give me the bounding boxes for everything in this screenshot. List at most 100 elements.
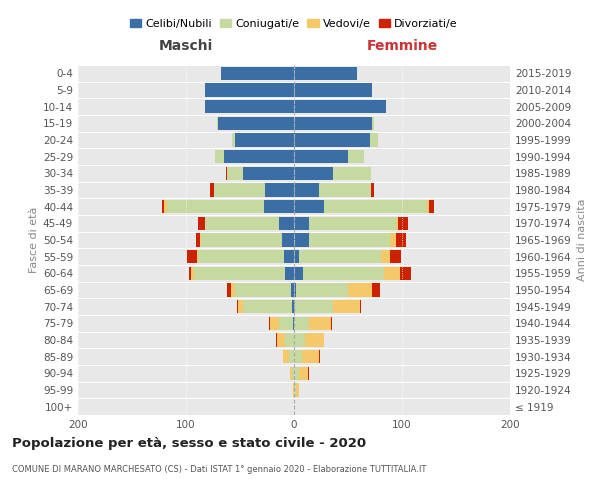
Bar bbox=[289, 350, 294, 364]
Bar bbox=[302, 266, 383, 280]
Bar bbox=[331, 316, 332, 330]
Bar bbox=[221, 66, 294, 80]
Bar bbox=[395, 234, 406, 246]
Bar bbox=[200, 234, 201, 246]
Bar bbox=[283, 350, 289, 364]
Bar bbox=[224, 150, 294, 164]
Bar bbox=[197, 250, 198, 264]
Bar bbox=[333, 300, 360, 314]
Bar bbox=[286, 266, 294, 280]
Bar bbox=[205, 84, 294, 96]
Text: Maschi: Maschi bbox=[159, 40, 213, 54]
Bar bbox=[279, 316, 293, 330]
Bar bbox=[319, 350, 320, 364]
Bar bbox=[294, 100, 386, 114]
Bar bbox=[270, 316, 279, 330]
Bar bbox=[294, 350, 302, 364]
Bar bbox=[238, 300, 243, 314]
Bar bbox=[210, 184, 214, 196]
Bar bbox=[333, 166, 371, 180]
Bar bbox=[227, 166, 243, 180]
Bar bbox=[294, 316, 309, 330]
Bar bbox=[243, 166, 294, 180]
Bar bbox=[299, 250, 382, 264]
Bar bbox=[189, 266, 191, 280]
Bar bbox=[294, 84, 372, 96]
Bar bbox=[400, 266, 410, 280]
Bar bbox=[162, 200, 164, 213]
Bar bbox=[198, 216, 205, 230]
Bar bbox=[284, 250, 294, 264]
Bar bbox=[294, 66, 356, 80]
Bar bbox=[196, 234, 200, 246]
Bar bbox=[279, 216, 294, 230]
Bar bbox=[264, 200, 294, 213]
Bar bbox=[293, 316, 294, 330]
Bar bbox=[282, 234, 294, 246]
Bar bbox=[293, 384, 294, 396]
Text: COMUNE DI MARANO MARCHESATO (CS) - Dati ISTAT 1° gennaio 2020 - Elaborazione TUT: COMUNE DI MARANO MARCHESATO (CS) - Dati … bbox=[12, 466, 427, 474]
Bar bbox=[235, 284, 291, 296]
Bar bbox=[302, 350, 319, 364]
Bar bbox=[277, 334, 286, 346]
Text: Femmine: Femmine bbox=[367, 40, 437, 54]
Bar bbox=[232, 134, 235, 146]
Bar bbox=[191, 266, 194, 280]
Bar bbox=[294, 116, 372, 130]
Bar bbox=[294, 184, 319, 196]
Bar bbox=[390, 234, 395, 246]
Bar bbox=[390, 250, 401, 264]
Bar bbox=[360, 300, 361, 314]
Bar bbox=[429, 200, 434, 213]
Bar bbox=[290, 366, 292, 380]
Bar bbox=[296, 284, 348, 296]
Bar bbox=[382, 250, 390, 264]
Bar bbox=[217, 116, 218, 130]
Bar bbox=[205, 216, 279, 230]
Bar bbox=[309, 234, 390, 246]
Bar bbox=[395, 216, 398, 230]
Bar bbox=[227, 284, 232, 296]
Bar bbox=[294, 216, 309, 230]
Bar bbox=[294, 150, 348, 164]
Bar bbox=[215, 150, 224, 164]
Bar bbox=[427, 200, 429, 213]
Bar bbox=[294, 284, 296, 296]
Legend: Celibi/Nubili, Coniugati/e, Vedovi/e, Divorziati/e: Celibi/Nubili, Coniugati/e, Vedovi/e, Di… bbox=[126, 14, 462, 34]
Bar bbox=[275, 334, 277, 346]
Bar bbox=[294, 300, 295, 314]
Bar bbox=[214, 184, 265, 196]
Bar bbox=[164, 200, 167, 213]
Bar bbox=[232, 284, 235, 296]
Bar bbox=[167, 200, 264, 213]
Bar bbox=[198, 250, 284, 264]
Bar bbox=[194, 266, 286, 280]
Bar bbox=[370, 134, 378, 146]
Bar bbox=[265, 184, 294, 196]
Bar bbox=[294, 366, 299, 380]
Bar bbox=[187, 250, 197, 264]
Bar bbox=[201, 234, 282, 246]
Bar bbox=[292, 366, 294, 380]
Bar bbox=[294, 266, 302, 280]
Bar bbox=[305, 334, 324, 346]
Bar bbox=[294, 250, 299, 264]
Bar bbox=[372, 284, 380, 296]
Bar bbox=[398, 216, 409, 230]
Bar bbox=[235, 134, 294, 146]
Text: Popolazione per età, sesso e stato civile - 2020: Popolazione per età, sesso e stato civil… bbox=[12, 438, 366, 450]
Bar bbox=[243, 300, 292, 314]
Bar bbox=[295, 300, 333, 314]
Bar bbox=[309, 216, 395, 230]
Bar bbox=[269, 316, 270, 330]
Bar bbox=[292, 300, 294, 314]
Bar bbox=[218, 116, 294, 130]
Bar bbox=[294, 384, 296, 396]
Bar bbox=[291, 284, 294, 296]
Bar bbox=[294, 200, 324, 213]
Bar bbox=[309, 316, 331, 330]
Y-axis label: Anni di nascita: Anni di nascita bbox=[577, 198, 587, 281]
Bar bbox=[324, 200, 427, 213]
Bar bbox=[348, 284, 372, 296]
Bar bbox=[371, 184, 374, 196]
